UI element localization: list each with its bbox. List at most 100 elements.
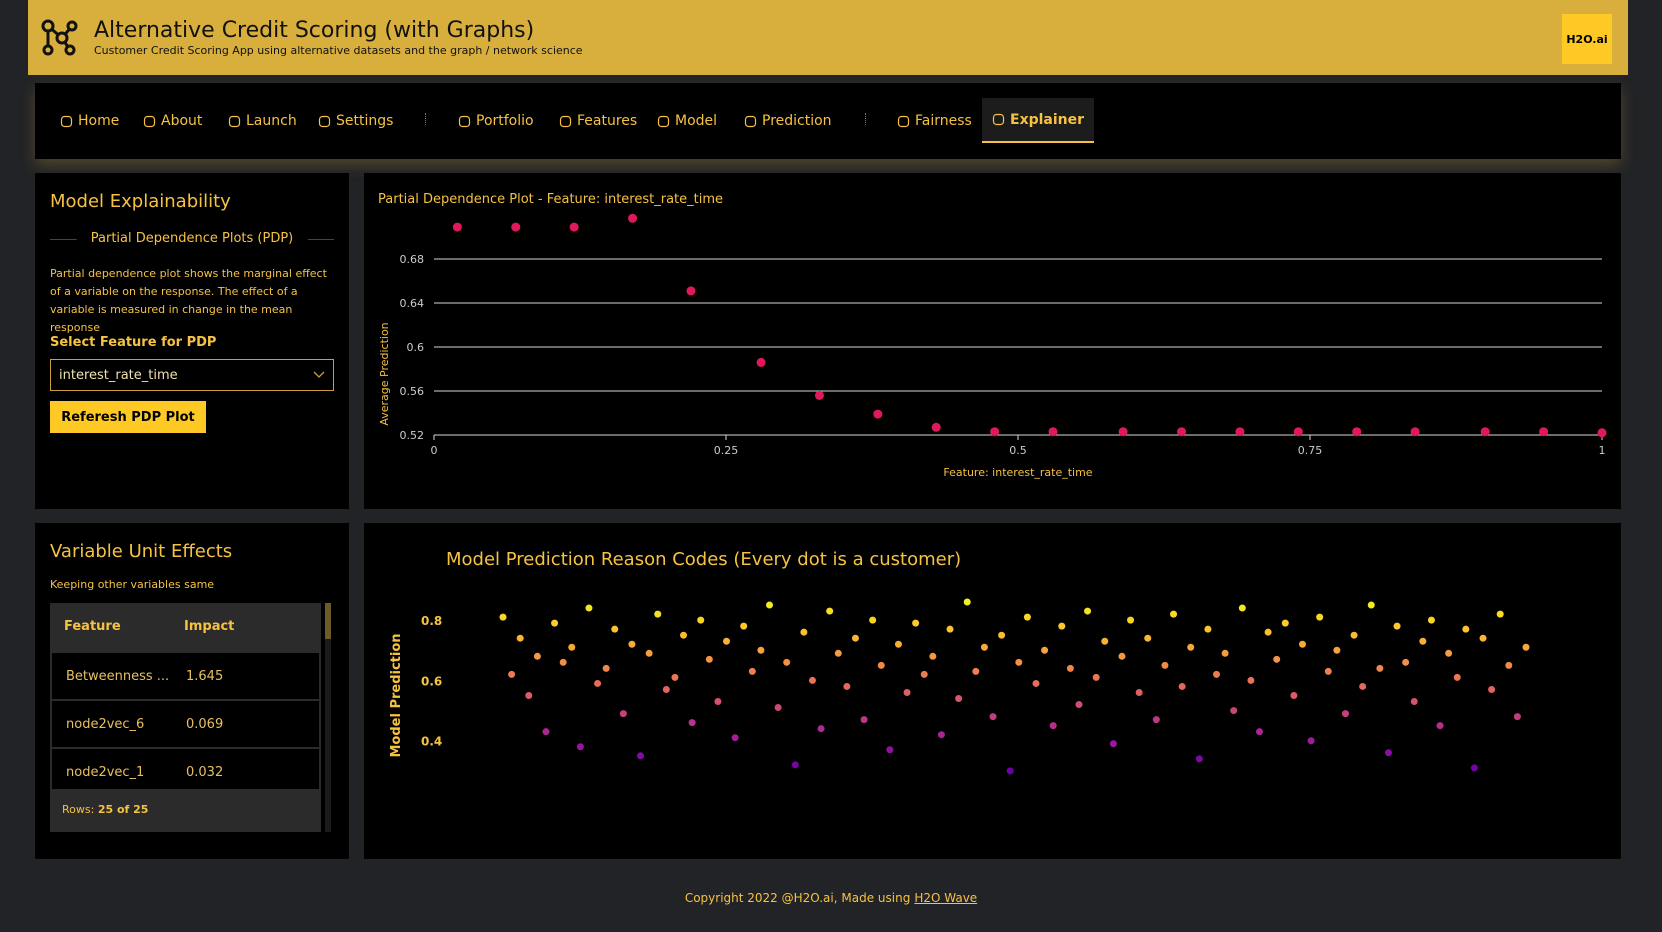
nav-label: Fairness — [915, 113, 972, 129]
table-cell: Betweenness ... — [66, 669, 170, 684]
table-row[interactable]: node2vec_6 0.069 — [52, 701, 319, 747]
dropdown[interactable]: interest_rate_time — [50, 359, 334, 391]
point — [511, 222, 521, 232]
point — [1235, 427, 1245, 437]
y-tick-label: 0.64 — [400, 297, 425, 310]
point — [1006, 767, 1014, 775]
point — [499, 613, 507, 621]
point — [1462, 625, 1470, 633]
point — [980, 643, 988, 651]
nav-icon-shape — [143, 115, 156, 127]
point — [1436, 722, 1444, 730]
nav-label: Explainer — [1010, 111, 1085, 128]
nav-icon — [559, 115, 572, 127]
point — [602, 664, 610, 672]
x-tick-label: 0 — [431, 444, 438, 457]
nav-icon-shape — [897, 115, 910, 127]
point — [1015, 658, 1023, 666]
point — [814, 390, 824, 400]
scroll-thumb[interactable] — [325, 603, 331, 639]
point — [1298, 640, 1306, 648]
point — [1144, 634, 1152, 642]
point — [1032, 679, 1040, 687]
point — [1118, 652, 1126, 660]
nav-item[interactable]: Home — [60, 109, 119, 133]
point — [1256, 728, 1264, 736]
column-header: Impact — [184, 619, 235, 634]
nav-icon-shape — [60, 115, 73, 127]
x-tick-label: 1 — [1599, 444, 1606, 457]
point — [628, 640, 636, 648]
table-header: Feature Impact — [52, 603, 319, 651]
point — [1195, 755, 1203, 763]
point — [516, 634, 524, 642]
nav-icon — [228, 115, 241, 127]
point — [654, 610, 662, 618]
nav-item[interactable]: Launch — [228, 109, 297, 133]
point — [1204, 625, 1212, 633]
point — [576, 743, 584, 751]
point — [1384, 749, 1392, 757]
x-tick-label: 0.5 — [1009, 444, 1027, 457]
point — [1367, 601, 1375, 609]
footer-link[interactable]: H2O Wave — [914, 891, 978, 905]
point — [1066, 664, 1074, 672]
nav-item[interactable]: Fairness — [897, 109, 972, 133]
point — [756, 357, 766, 367]
nav-item[interactable]: Prediction — [744, 109, 832, 133]
chart-title: Model Prediction Reason Codes (Every dot… — [446, 549, 961, 570]
point — [1470, 764, 1478, 772]
point — [929, 652, 937, 660]
logo[interactable]: H2O.ai — [1562, 14, 1612, 64]
select-label: Select Feature for PDP — [50, 335, 217, 350]
point — [452, 222, 462, 232]
nav-label: Launch — [246, 113, 297, 129]
table-cell: 1.645 — [186, 669, 224, 684]
point — [508, 670, 516, 678]
point — [1109, 740, 1117, 748]
point — [946, 625, 954, 633]
reason-card: Model Prediction Reason Codes (Every dot… — [364, 523, 1621, 859]
point — [886, 746, 894, 754]
nav-icon — [318, 115, 331, 127]
footer: Copyright 2022 @H2O.ai, Made using H2O W… — [685, 891, 977, 905]
point — [559, 658, 567, 666]
nav-item[interactable]: Settings — [318, 109, 393, 133]
point — [671, 673, 679, 681]
pdp-card: Partial Dependence Plot - Feature: inter… — [364, 173, 1621, 509]
point — [686, 286, 696, 296]
point — [931, 422, 941, 432]
nav-label: Settings — [336, 113, 394, 129]
nav-icon — [744, 115, 757, 127]
nav-item[interactable]: Features — [559, 109, 637, 133]
scroll-track — [325, 603, 331, 832]
point — [1118, 427, 1128, 437]
refresh-button[interactable]: Referesh PDP Plot — [50, 401, 206, 433]
point — [1341, 710, 1349, 718]
chevron — [313, 371, 325, 378]
table-row[interactable]: node2vec_1 0.032 — [52, 749, 319, 789]
point — [1505, 661, 1513, 669]
point — [1324, 667, 1332, 675]
description: Partial dependence plot shows the margin… — [50, 267, 327, 334]
point — [869, 616, 877, 624]
y-tick-label: 0.6 — [407, 341, 425, 354]
nav-label: Model — [675, 113, 718, 129]
table-box: Feature Impact Betweenness ... 1.645 node2ve… — [50, 603, 321, 832]
point — [1048, 427, 1058, 437]
effects-card: Variable Unit Effects Keeping other vari… — [35, 523, 349, 859]
y-tick-label: 0.4 — [421, 735, 442, 749]
y-tick-label: 0.68 — [400, 253, 425, 266]
point — [860, 716, 868, 724]
section-label: Partial Dependence Plots (PDP) — [76, 231, 308, 246]
nav-item[interactable]: Explainer — [982, 98, 1095, 143]
point — [843, 682, 851, 690]
nav-item[interactable]: About — [143, 109, 202, 133]
nav-item[interactable]: Model — [657, 109, 717, 133]
point — [1049, 722, 1057, 730]
point — [1041, 646, 1049, 654]
nav-item[interactable]: Portfolio — [458, 109, 534, 133]
point — [1316, 613, 1324, 621]
rows-label: Rows: — [62, 803, 95, 816]
table-row[interactable]: Betweenness ... 1.645 — [52, 653, 319, 699]
